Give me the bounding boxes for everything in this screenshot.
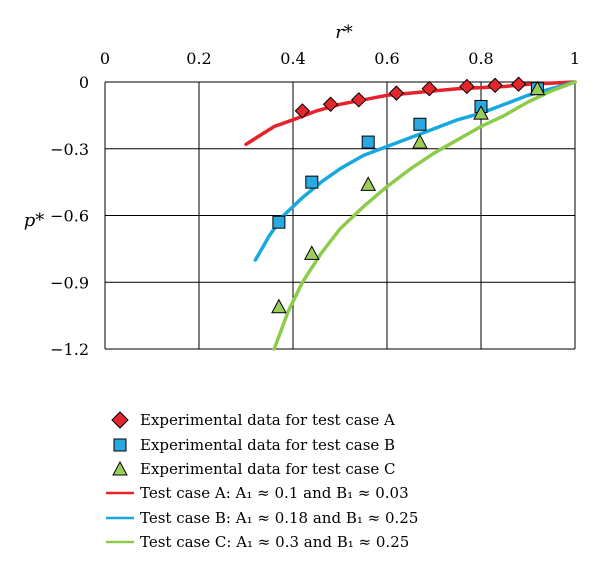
legend-item-exp-b: Experimental data for test case B bbox=[100, 432, 580, 456]
data-point-diamond bbox=[487, 77, 503, 94]
triangle-marker-icon bbox=[100, 459, 140, 479]
legend-item-model-a: Test case A: A₁ ≈ 0.1 and B₁ ≈ 0.03 bbox=[100, 481, 580, 505]
legend-label: Test case A: A₁ ≈ 0.1 and B₁ ≈ 0.03 bbox=[140, 484, 409, 503]
data-point-diamond bbox=[510, 76, 527, 92]
x-tick-labels: 0 0.2 0.4 0.6 0.8 1 bbox=[100, 49, 580, 68]
legend-label: Test case B: A₁ ≈ 0.18 and B₁ ≈ 0.25 bbox=[140, 508, 419, 527]
blue-line-icon bbox=[100, 508, 140, 528]
data-point-triangle bbox=[473, 105, 489, 120]
legend-label: Test case C: A₁ ≈ 0.3 and B₁ ≈ 0.25 bbox=[140, 533, 410, 552]
y-tick-label: −0.9 bbox=[50, 273, 89, 292]
data-point-triangle bbox=[360, 176, 377, 191]
legend-item-exp-c: Experimental data for test case C bbox=[100, 457, 580, 481]
data-point-diamond bbox=[388, 85, 405, 101]
y-tick-label: −0.6 bbox=[50, 207, 89, 226]
data-point-diamond bbox=[322, 96, 339, 112]
legend-item-model-c: Test case C: A₁ ≈ 0.3 and B₁ ≈ 0.25 bbox=[100, 530, 580, 554]
data-point-diamond bbox=[459, 78, 475, 95]
diamond-marker-icon bbox=[100, 410, 140, 430]
data-point-diamond bbox=[294, 103, 311, 119]
data-point-square bbox=[305, 175, 319, 189]
data-point-diamond bbox=[351, 92, 367, 108]
y-tick-label: −1.2 bbox=[50, 340, 89, 359]
x-tick-label: 0.2 bbox=[186, 49, 211, 68]
series-line-4 bbox=[253, 80, 577, 262]
y-tick-labels: 0 −0.3 −0.6 −0.9 −1.2 bbox=[50, 73, 89, 359]
legend-label: Experimental data for test case B bbox=[140, 435, 396, 454]
chart: 0 0.2 0.4 0.6 0.8 1 0 −0.3 −0.6 −0.9 −1.2 r* p* bbox=[24, 22, 580, 359]
series-line-5 bbox=[272, 80, 577, 351]
data-point-triangle bbox=[271, 298, 287, 314]
legend-label: Experimental data for test case C bbox=[140, 459, 396, 478]
data-point-square bbox=[272, 215, 286, 229]
y-axis-title: p* bbox=[24, 210, 45, 231]
data-point-square bbox=[361, 135, 375, 149]
x-tick-label: 0 bbox=[100, 49, 110, 68]
x-tick-label: 1 bbox=[570, 49, 580, 68]
red-line-icon bbox=[100, 483, 140, 503]
series-markers bbox=[271, 76, 546, 314]
legend: Experimental data for test case A Experi… bbox=[100, 408, 580, 554]
data-point-diamond bbox=[421, 80, 438, 97]
data-point-triangle bbox=[412, 134, 428, 149]
square-marker-icon bbox=[100, 435, 140, 455]
data-point-triangle bbox=[529, 80, 546, 96]
grid bbox=[104, 81, 576, 350]
series-line-3 bbox=[244, 80, 577, 147]
x-tick-label: 0.6 bbox=[374, 49, 399, 68]
data-point-square bbox=[413, 117, 427, 131]
x-tick-label: 0.8 bbox=[468, 49, 493, 68]
x-axis-title: r* bbox=[335, 22, 353, 43]
y-tick-label: 0 bbox=[79, 73, 89, 92]
legend-item-exp-a: Experimental data for test case A bbox=[100, 408, 580, 432]
data-point-triangle bbox=[303, 245, 320, 260]
x-tick-label: 0.4 bbox=[280, 49, 305, 68]
legend-label: Experimental data for test case A bbox=[140, 411, 395, 430]
legend-item-model-b: Test case B: A₁ ≈ 0.18 and B₁ ≈ 0.25 bbox=[100, 506, 580, 530]
y-tick-label: −0.3 bbox=[50, 140, 89, 159]
green-line-icon bbox=[100, 532, 140, 552]
